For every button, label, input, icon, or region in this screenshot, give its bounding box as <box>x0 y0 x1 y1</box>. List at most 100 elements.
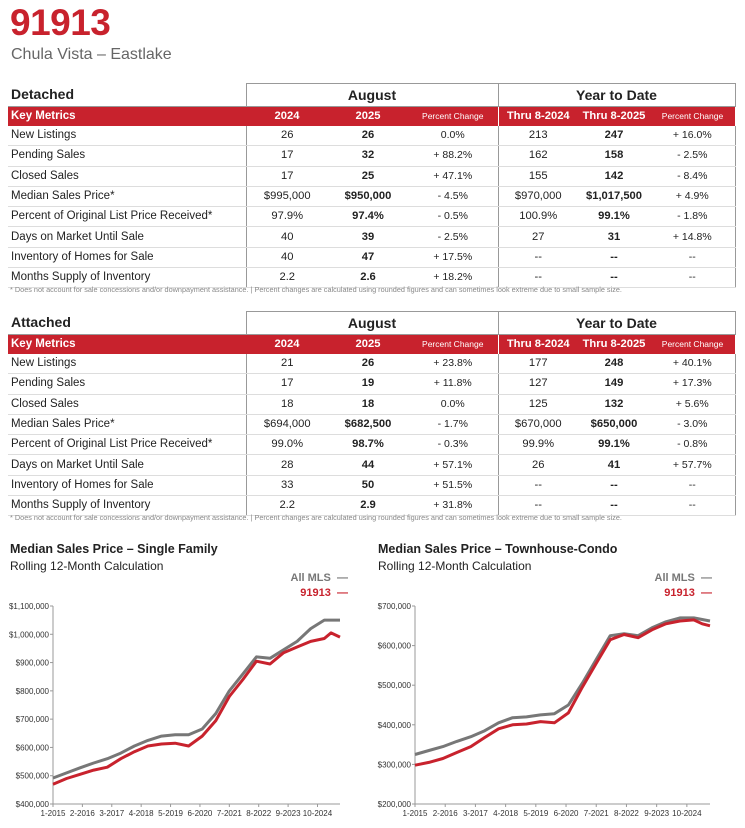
y-tick-label: $1,100,000 <box>9 602 50 611</box>
cell-m1: 17 <box>245 373 328 395</box>
cell-label: Closed Sales <box>8 166 246 187</box>
table-row: New Listings 26 26 0.0% 213 247 + 16.0% <box>8 126 736 147</box>
cell-y1: 99.9% <box>497 434 578 456</box>
cell-mc: - 0.3% <box>408 434 499 456</box>
col-ytd-2025: Thru 8-2025 <box>578 106 650 126</box>
legend-all-mls-2: All MLS — <box>654 572 712 584</box>
y-tick-label: $600,000 <box>378 642 412 651</box>
cell-y1: 125 <box>497 394 578 415</box>
x-tick-label: 1-2015 <box>403 809 428 818</box>
x-tick-label: 7-2021 <box>584 809 609 818</box>
cell-m1: 17 <box>245 166 328 187</box>
cell-m2: $682,500 <box>328 414 408 436</box>
cell-label: Days on Market Until Sale <box>8 226 246 248</box>
cell-m1: 33 <box>245 475 328 497</box>
table-row: Pending Sales 17 19 + 11.8% 127 149 + 17.3% <box>8 373 736 395</box>
x-tick-label: 2-2016 <box>433 809 458 818</box>
cell-mc: + 18.2% <box>408 267 499 289</box>
cell-label: Pending Sales <box>8 145 246 167</box>
cell-y2: -- <box>578 495 650 517</box>
chart-title-townhouse: Median Sales Price – Townhouse-Condo <box>378 542 618 556</box>
cell-m1: 18 <box>245 394 328 415</box>
cell-mc: - 0.5% <box>408 206 499 228</box>
y-tick-label: $1,000,000 <box>9 630 50 639</box>
area-name: Chula Vista – Eastlake <box>11 46 172 63</box>
x-tick-label: 10-2024 <box>303 809 333 818</box>
cell-yc: + 4.9% <box>650 186 736 208</box>
cell-y1: 162 <box>497 145 578 167</box>
cell-y2: $1,017,500 <box>578 186 650 208</box>
col-ytd-2024: Thru 8-2024 <box>497 106 578 126</box>
cell-yc: -- <box>650 475 736 497</box>
cell-m2: 25 <box>328 166 408 187</box>
x-tick-label: 6-2020 <box>554 809 579 818</box>
cell-m1: 40 <box>245 226 328 248</box>
x-tick-label: 1-2015 <box>41 809 66 818</box>
cell-y1: -- <box>497 495 578 517</box>
cell-mc: 0.0% <box>408 126 499 147</box>
cell-y1: $670,000 <box>497 414 578 436</box>
footnote-detached: * Does not account for sale concessions … <box>10 285 622 294</box>
cell-y1: 213 <box>497 126 578 147</box>
table-row: Inventory of Homes for Sale 40 47 + 17.5% --… <box>8 247 736 269</box>
legend-zip-2: 91913 — <box>664 587 712 599</box>
x-tick-label: 8-2022 <box>614 809 639 818</box>
col-year-2024: 2024 <box>246 334 328 354</box>
table-row: Closed Sales 18 18 0.0% 125 132 + 5.6% <box>8 394 736 415</box>
y-tick-label: $500,000 <box>16 772 50 781</box>
x-tick-label: 10-2024 <box>672 809 702 818</box>
x-tick-label: 4-2018 <box>493 809 518 818</box>
cell-y1: 100.9% <box>497 206 578 228</box>
cell-y2: -- <box>578 267 650 289</box>
col-ytd-2024: Thru 8-2024 <box>497 334 578 354</box>
x-tick-label: 3-2017 <box>463 809 488 818</box>
cell-label: Days on Market Until Sale <box>8 454 246 476</box>
x-tick-label: 5-2019 <box>158 809 183 818</box>
table-row: Months Supply of Inventory 2.2 2.9 + 31.8% -… <box>8 495 736 517</box>
cell-y1: -- <box>497 267 578 289</box>
cell-mc: + 23.8% <box>408 354 499 375</box>
y-tick-label: $200,000 <box>378 800 412 809</box>
x-tick-label: 4-2018 <box>129 809 154 818</box>
cell-yc: - 2.5% <box>650 145 736 167</box>
table-row: Median Sales Price* $995,000 $950,000- 4.5… <box>8 186 736 208</box>
cell-y1: 177 <box>497 354 578 375</box>
cell-y2: 99.1% <box>578 206 650 228</box>
x-tick-label: 5-2019 <box>523 809 548 818</box>
cell-y2: $650,000 <box>578 414 650 436</box>
cell-mc: + 17.5% <box>408 247 499 269</box>
x-tick-label: 9-2023 <box>644 809 669 818</box>
cell-m1: 40 <box>245 247 328 269</box>
cell-label: Inventory of Homes for Sale <box>8 247 246 269</box>
footnote-attached: * Does not account for sale concessions … <box>10 513 622 522</box>
legend-zip-1: 91913 — <box>300 587 348 599</box>
cell-y2: 142 <box>578 166 650 187</box>
series-line-zip <box>52 631 341 786</box>
col-year-2025: 2025 <box>328 334 408 354</box>
cell-m1: $694,000 <box>245 414 328 436</box>
cell-m2: 26 <box>328 354 408 375</box>
cell-m1: 2.2 <box>245 495 328 517</box>
townhouse-price-chart: $200,000 $300,000 $400,000 $500,000 $600,000… <box>378 602 711 818</box>
cell-m2: 97.4% <box>328 206 408 228</box>
cell-mc: + 11.8% <box>408 373 499 395</box>
cell-yc: + 16.0% <box>650 126 736 147</box>
month-group-header: August <box>245 83 499 107</box>
cell-y1: -- <box>497 475 578 497</box>
legend-all-mls-1: All MLS — <box>290 572 348 584</box>
cell-m2: 39 <box>328 226 408 248</box>
cell-label: Median Sales Price* <box>8 186 246 208</box>
section-title-detached: Detached <box>8 83 246 107</box>
chart-title-single-family: Median Sales Price – Single Family <box>10 542 218 556</box>
y-tick-label: $900,000 <box>16 659 50 668</box>
cell-y1: 26 <box>497 454 578 476</box>
cell-label: Months Supply of Inventory <box>8 495 246 517</box>
cell-m1: 97.9% <box>245 206 328 228</box>
col-ytd-2025: Thru 8-2025 <box>578 334 650 354</box>
cell-label: Months Supply of Inventory <box>8 267 246 289</box>
cell-label: Pending Sales <box>8 373 246 395</box>
cell-m2: $950,000 <box>328 186 408 208</box>
cell-m2: 19 <box>328 373 408 395</box>
cell-m1: 26 <box>245 126 328 147</box>
cell-yc: -- <box>650 247 736 269</box>
